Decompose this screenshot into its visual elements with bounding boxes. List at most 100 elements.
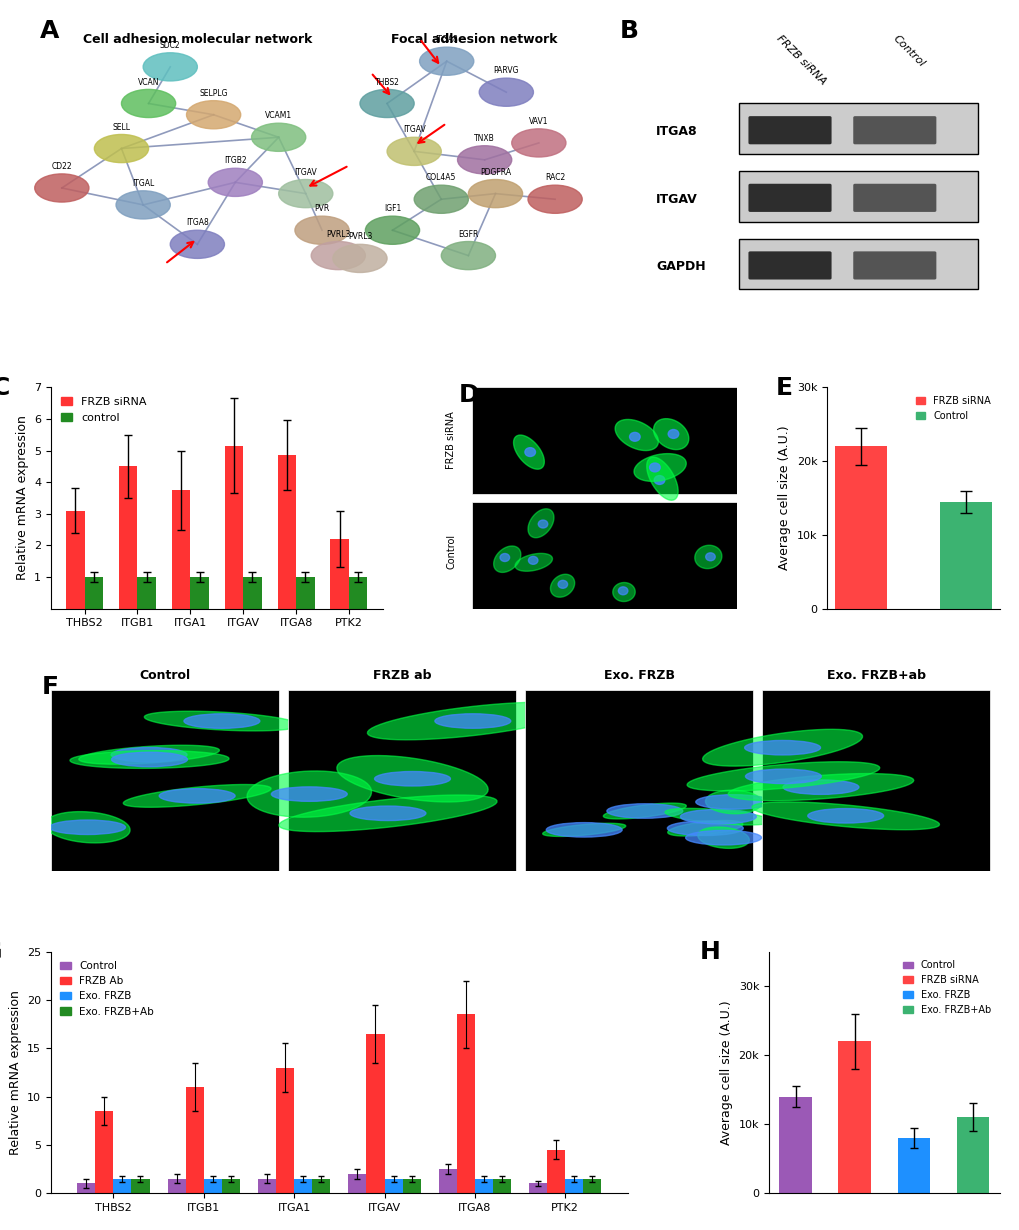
Polygon shape: [542, 823, 625, 836]
Bar: [258, 1178, 276, 1193]
Polygon shape: [123, 785, 271, 807]
Text: Cell adhesion molecular network: Cell adhesion molecular network: [83, 33, 312, 46]
Circle shape: [365, 216, 419, 245]
Text: Control: Control: [445, 534, 455, 568]
Circle shape: [479, 79, 533, 106]
FancyBboxPatch shape: [853, 251, 935, 279]
Legend: Control, FRZB Ab, Exo. FRZB, Exo. FRZB+Ab: Control, FRZB Ab, Exo. FRZB, Exo. FRZB+A…: [56, 957, 158, 1021]
Bar: [85, 577, 103, 609]
Polygon shape: [664, 808, 771, 825]
Bar: [938, 502, 990, 609]
Bar: [113, 1178, 131, 1193]
Bar: [348, 577, 367, 609]
Text: Exo. FRZB: Exo. FRZB: [603, 669, 674, 683]
Polygon shape: [646, 458, 678, 501]
Circle shape: [434, 713, 511, 728]
Bar: [204, 1178, 221, 1193]
Circle shape: [546, 823, 622, 838]
Text: ITGAL: ITGAL: [131, 180, 154, 188]
Circle shape: [680, 809, 755, 824]
Text: A: A: [40, 18, 59, 43]
Circle shape: [468, 180, 522, 208]
Bar: [221, 1178, 239, 1193]
Circle shape: [311, 241, 365, 269]
Circle shape: [441, 241, 495, 269]
Polygon shape: [751, 802, 938, 830]
Text: Focal adhesion network: Focal adhesion network: [390, 33, 556, 46]
Circle shape: [252, 123, 306, 151]
Text: B: B: [620, 18, 639, 43]
Bar: [779, 1096, 811, 1193]
Polygon shape: [634, 454, 686, 481]
Circle shape: [374, 771, 450, 786]
Polygon shape: [653, 418, 688, 450]
Legend: Control, FRZB siRNA, Exo. FRZB, Exo. FRZB+Ab: Control, FRZB siRNA, Exo. FRZB, Exo. FRZ…: [899, 957, 994, 1018]
Circle shape: [528, 556, 537, 565]
Bar: [243, 577, 262, 609]
Circle shape: [183, 713, 260, 728]
Polygon shape: [278, 795, 496, 831]
Text: IGF1: IGF1: [383, 204, 400, 213]
Text: PDGFRA: PDGFRA: [480, 167, 511, 177]
Bar: [956, 1117, 988, 1193]
Circle shape: [649, 462, 659, 472]
Text: Control: Control: [140, 669, 191, 683]
Circle shape: [121, 90, 175, 118]
Circle shape: [386, 138, 441, 166]
Circle shape: [35, 173, 89, 202]
Text: COL4A5: COL4A5: [426, 173, 457, 182]
Bar: [95, 1111, 113, 1193]
Text: VAV1: VAV1: [529, 117, 548, 125]
Polygon shape: [528, 509, 553, 538]
Circle shape: [705, 552, 714, 561]
Bar: [565, 1178, 583, 1193]
Polygon shape: [702, 729, 862, 766]
Bar: [288, 690, 516, 871]
Polygon shape: [550, 574, 574, 598]
Bar: [276, 1068, 293, 1193]
Circle shape: [111, 748, 186, 761]
Bar: [438, 1168, 457, 1193]
Bar: [762, 690, 989, 871]
Circle shape: [294, 216, 348, 245]
Bar: [366, 1033, 384, 1193]
Text: EGFR: EGFR: [458, 230, 478, 239]
Polygon shape: [493, 546, 521, 572]
Polygon shape: [728, 774, 913, 801]
Circle shape: [538, 520, 547, 528]
Text: C: C: [0, 376, 10, 400]
Text: Control: Control: [891, 33, 926, 69]
Bar: [739, 239, 977, 289]
Circle shape: [525, 448, 535, 456]
Bar: [403, 1178, 420, 1193]
Text: SELL: SELL: [112, 123, 130, 132]
Bar: [457, 1015, 475, 1193]
Polygon shape: [247, 771, 371, 817]
Polygon shape: [612, 583, 635, 601]
Y-axis label: Average cell size (A.U.): Average cell size (A.U.): [777, 426, 791, 571]
Circle shape: [745, 769, 820, 784]
Circle shape: [50, 820, 125, 834]
Polygon shape: [45, 812, 130, 843]
Bar: [296, 577, 314, 609]
Circle shape: [512, 129, 566, 157]
Text: VCAM1: VCAM1: [265, 112, 291, 121]
Bar: [546, 1150, 565, 1193]
Polygon shape: [78, 745, 219, 764]
Bar: [525, 690, 752, 871]
Bar: [131, 1178, 150, 1193]
Circle shape: [557, 581, 567, 588]
Bar: [739, 171, 977, 221]
Polygon shape: [697, 827, 749, 849]
Bar: [224, 445, 243, 609]
Circle shape: [271, 787, 346, 801]
Text: ITGA8: ITGA8: [655, 125, 697, 138]
Text: PVR: PVR: [314, 204, 329, 213]
Circle shape: [116, 191, 170, 219]
Bar: [583, 1178, 601, 1193]
Circle shape: [208, 169, 262, 197]
Polygon shape: [144, 711, 300, 731]
FancyBboxPatch shape: [853, 183, 935, 212]
Text: PARVG: PARVG: [493, 66, 519, 75]
Circle shape: [528, 186, 582, 213]
